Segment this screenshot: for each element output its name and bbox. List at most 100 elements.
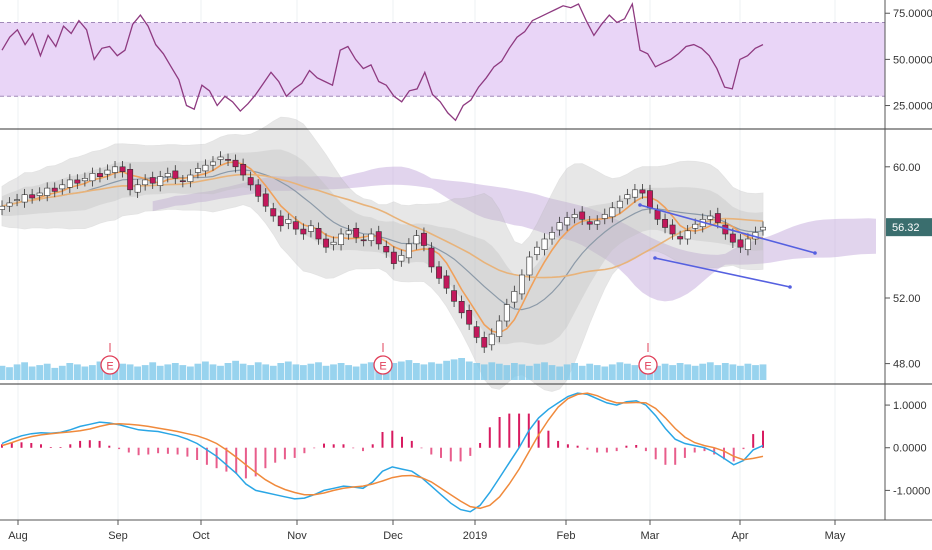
candle-body (677, 236, 684, 240)
volume-bar (74, 364, 81, 380)
volume-bar (518, 364, 526, 380)
macd-hist-bar (147, 447, 150, 455)
candle-body (164, 173, 171, 177)
candle-body (210, 161, 216, 166)
macd-hist-bar (49, 447, 52, 448)
macd-hist-bar (10, 442, 13, 448)
volume-bar (187, 366, 194, 380)
earnings-label: E (379, 361, 386, 373)
volume-bar (571, 363, 578, 380)
earnings-marker[interactable]: E (373, 343, 393, 375)
macd-hist-bar (254, 447, 257, 477)
bb-area (1, 116, 764, 392)
candle-body (21, 194, 28, 203)
price-scale[interactable]: 75.0000 50.0000 25.0000 60.00 52.00 48.00 1.00… (885, 8, 932, 497)
earnings-marker[interactable]: E (100, 343, 120, 375)
macd-hist-bar (586, 447, 589, 450)
macd-hist-bar (215, 447, 218, 469)
candle-body (639, 189, 646, 194)
macd-hist-bar (449, 447, 452, 462)
candle-body (405, 243, 412, 259)
volume-bar (254, 362, 262, 380)
trendline-handle[interactable] (788, 285, 792, 289)
candle-body (44, 187, 51, 196)
macd-hist-bar (108, 445, 111, 448)
candle-body (307, 225, 314, 232)
candle-body (594, 220, 601, 225)
time-tick-label: Sep (108, 530, 128, 542)
macd-hist-bar (498, 417, 501, 448)
candle-body (300, 228, 307, 235)
time-scale[interactable]: Aug Sep Oct Nov Dec 2019 Feb Mar Apr May (8, 520, 846, 542)
volume-bar (171, 363, 179, 380)
macd-hist-bar (225, 447, 228, 472)
candle-body (601, 214, 608, 219)
candle-body (473, 326, 480, 338)
candle-body (97, 173, 103, 177)
candle-body (262, 193, 269, 207)
earnings-marker[interactable]: E (638, 343, 658, 375)
candle-body (760, 226, 767, 231)
volume-bar (420, 364, 428, 380)
volume-bar (737, 365, 744, 380)
trendline-handle[interactable] (813, 251, 817, 255)
candle-body (390, 251, 397, 264)
trendline-lower[interactable] (654, 257, 791, 288)
candle-body (420, 232, 427, 246)
candle-body (511, 291, 518, 303)
volume-bar (239, 363, 247, 380)
rsi-band (0, 22, 885, 97)
candle-body (518, 274, 525, 295)
volume-bar (6, 367, 13, 380)
volume-bar (443, 360, 450, 380)
cloud-area (152, 166, 876, 302)
volume-bar (119, 363, 126, 380)
candle-body (51, 187, 58, 192)
volume-bar (322, 365, 330, 380)
price-tick-label: 75.0000 (893, 8, 932, 20)
volume-bar (533, 363, 541, 380)
volume-bar (81, 366, 89, 380)
macd-hist-bar (186, 447, 189, 457)
candle-body (744, 238, 751, 250)
macd-hist-bar (157, 447, 160, 454)
candle-body (345, 230, 352, 235)
candle-body (285, 219, 292, 224)
macd-hist-bar (683, 447, 686, 458)
trendline-handle[interactable] (653, 256, 657, 260)
macd-hist-bar (313, 447, 316, 449)
volume-bar (360, 363, 368, 380)
volume-bar (269, 365, 277, 380)
trendline-handle[interactable] (638, 203, 642, 207)
macd-panel[interactable] (1, 392, 764, 513)
trendline-upper[interactable] (639, 204, 816, 254)
macd-hist-bar (459, 447, 462, 462)
volume-bar (232, 360, 239, 380)
price-badge-bg (886, 218, 932, 237)
candle-body (564, 217, 571, 226)
volume-bar (43, 363, 51, 380)
time-tick-label: 2019 (463, 530, 487, 542)
macd-hist-bar (362, 447, 364, 452)
volume-bar (616, 362, 624, 380)
candle-body (609, 207, 616, 218)
macd-hist-bar (566, 444, 569, 448)
macd-hist-bar (293, 447, 296, 458)
candle-body (413, 235, 420, 245)
volume-bar (601, 366, 609, 380)
rsi-panel[interactable] (0, 1, 885, 122)
candle-body (127, 169, 134, 191)
macd-hist-bar (196, 447, 199, 460)
trend-channel[interactable] (638, 203, 817, 289)
candle-body (232, 159, 239, 168)
macd-hist-bar (1, 444, 3, 448)
time-tick-label: Mar (641, 530, 660, 542)
candle-body (458, 300, 465, 314)
macd-hist-bar (732, 447, 735, 462)
volume-bar (58, 365, 66, 380)
candle-body (586, 221, 593, 225)
price-tick-label: 60.00 (893, 162, 921, 174)
